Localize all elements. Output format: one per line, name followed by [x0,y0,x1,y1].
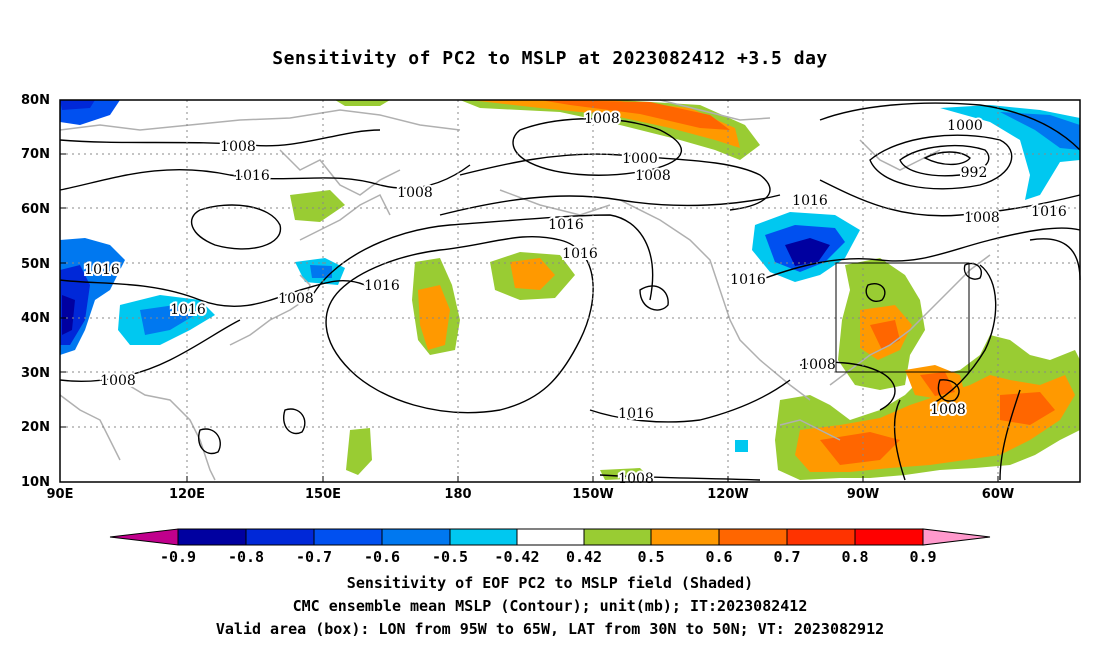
contour-label: 1008 [220,139,256,155]
lat-label: 40N [21,311,50,326]
lon-label: 120W [707,487,748,502]
colorbar-label: -0.42 [494,548,539,566]
lon-label: 180 [444,487,471,502]
colorbar-segment [516,528,585,546]
colorbar-label: 0.9 [909,548,936,566]
contour-label: 1000 [947,118,983,134]
colorbar-label: -0.5 [432,548,468,566]
contour-label: 1016 [234,168,270,184]
lon-labels: 90E 120E 150E 180 150W 120W 90W 60W [47,487,1015,502]
lon-label: 60W [982,487,1014,502]
mslp-contours [59,102,1081,481]
gridlines [60,100,1080,482]
colorbar-segment [650,528,720,546]
lat-label: 30N [21,366,50,381]
colorbar-left-arrow [109,528,179,546]
lat-labels: 80N 70N 60N 50N 40N 30N 20N 10N [21,93,50,490]
colorbar-label: 0.7 [773,548,800,566]
lat-label: 70N [21,147,50,162]
colorbar-label: 0.5 [637,548,664,566]
colorbar-segment [854,528,924,546]
contour-label: 1016 [1031,204,1067,220]
contour-label: 1016 [364,278,400,294]
colorbar-segment [786,528,856,546]
colorbar-label: 0.42 [566,548,602,566]
contour-label: 992 [961,165,988,181]
contour-label: 1008 [584,111,620,127]
colorbar-segment [313,528,383,546]
lat-label: 50N [21,257,50,272]
contour-label: 1016 [618,406,654,422]
contour-label: 1008 [964,210,1000,226]
contour-label-group: 1008 1016 1008 1016 1016 1008 1016 1000 … [82,109,1069,489]
lat-label: 80N [21,93,50,108]
contour-label: 1016 [84,262,120,278]
colorbar-labels: -0.9 -0.8 -0.7 -0.6 -0.5 -0.42 0.42 0.5 … [160,548,937,566]
contour-label: 1000 [622,151,658,167]
colorbar-segment [718,528,788,546]
colorbar-segment [449,528,518,546]
colorbar-segment [583,528,652,546]
contour-label: 1008 [635,168,671,184]
valid-area-box [835,262,970,373]
contour-label: 1016 [548,217,584,233]
contour-label: 1008 [100,373,136,389]
lat-label: 60N [21,202,50,217]
colorbar-segment [177,528,247,546]
contour-label: 1008 [930,402,966,418]
lon-label: 90E [47,487,74,502]
colorbar-label: -0.7 [296,548,332,566]
colorbar-label: 0.8 [841,548,868,566]
lat-label: 20N [21,420,50,435]
map-title: Sensitivity of PC2 to MSLP at 2023082412… [272,48,828,69]
colorbar-label: 0.6 [705,548,732,566]
lon-label: 150W [572,487,613,502]
shaded-sensitivity [60,100,1080,480]
colorbar-segment [381,528,451,546]
contour-label: 1016 [730,272,766,288]
contour-label: 1008 [278,291,314,307]
caption-line-2: CMC ensemble mean MSLP (Contour); unit(m… [292,597,808,615]
contour-label: 1016 [792,193,828,209]
contour-label: 1008 [397,185,433,201]
contour-label: 1016 [170,302,206,318]
lat-label: 10N [21,475,50,490]
map-frame [59,99,1081,483]
caption-line-1: Sensitivity of EOF PC2 to MSLP field (Sh… [346,574,754,592]
lon-label: 120E [169,487,205,502]
colorbar-label: -0.8 [228,548,264,566]
colorbar-right-arrow [922,528,991,546]
contour-label: 1016 [562,246,598,262]
colorbar-segment [245,528,315,546]
colorbar-label: -0.9 [160,548,196,566]
colorbar-label: -0.6 [364,548,400,566]
contour-label: 1008 [800,357,836,373]
lon-label: 150E [305,487,341,502]
contour-label: 1008 [618,471,654,487]
caption-line-3: Valid area (box): LON from 95W to 65W, L… [215,620,885,638]
lon-label: 90W [847,487,879,502]
colorbar [109,528,991,546]
